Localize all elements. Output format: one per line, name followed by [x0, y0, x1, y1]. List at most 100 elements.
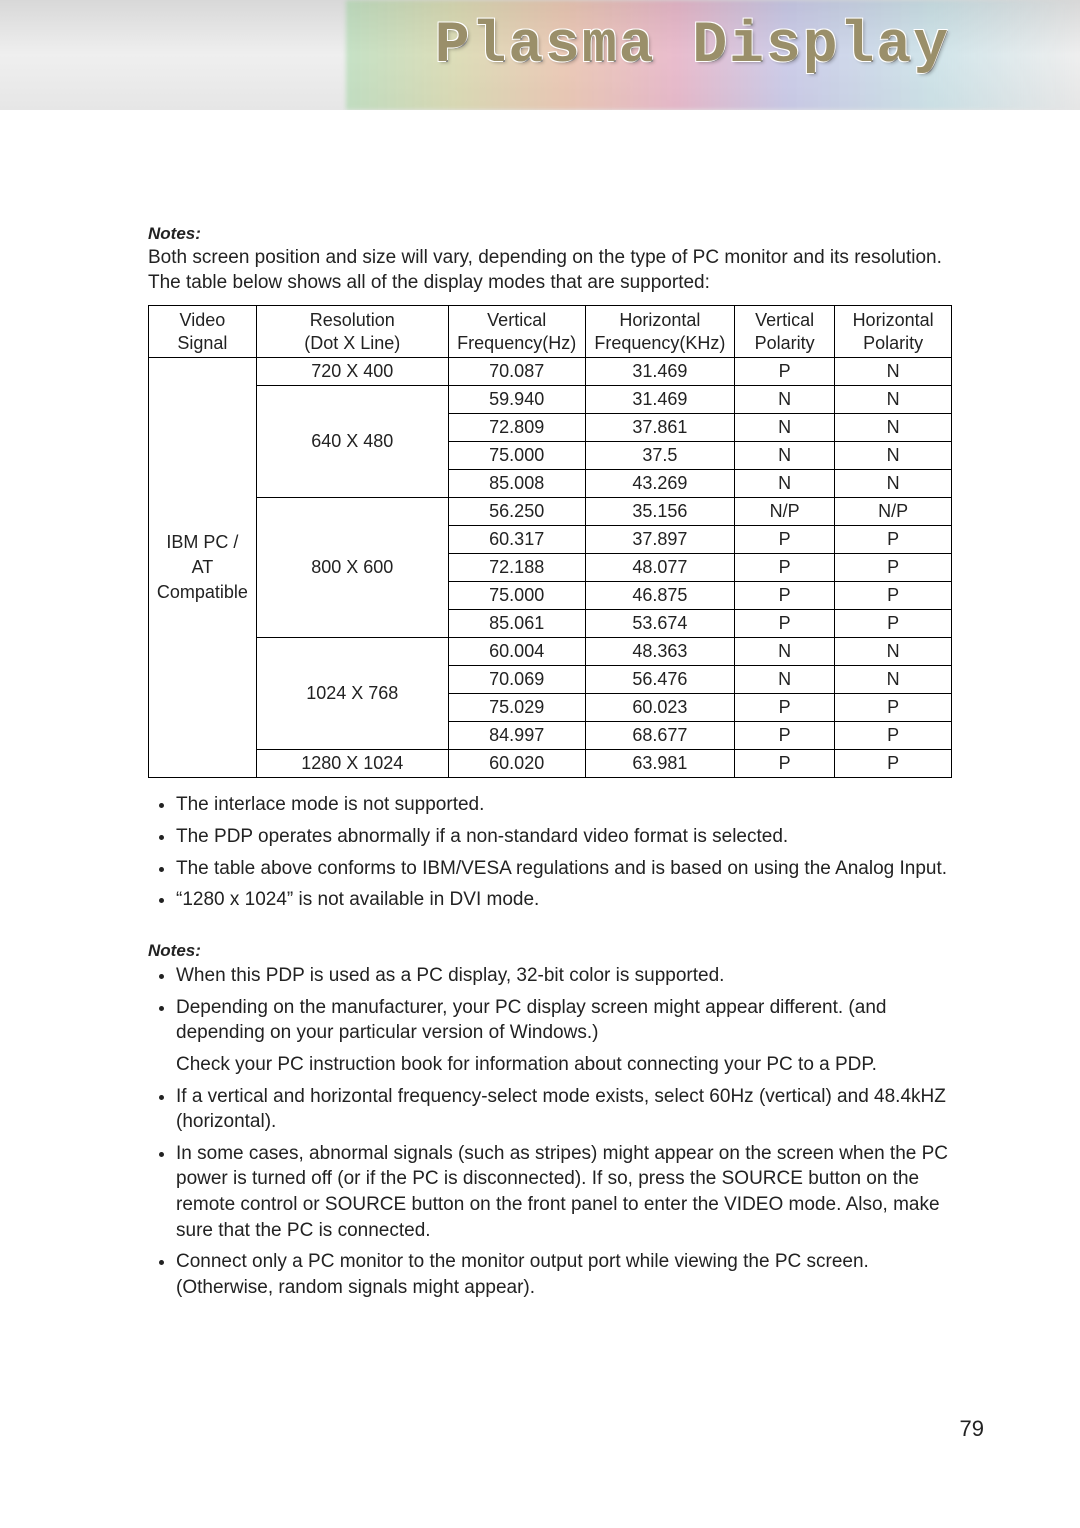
table-header-row: Video Signal Resolution(Dot X Line) Vert… [149, 306, 952, 358]
data-cell: 85.008 [448, 470, 585, 498]
data-cell: N [835, 666, 952, 694]
table-row: 640 X 48059.94031.469NN [149, 386, 952, 414]
data-cell: 60.004 [448, 638, 585, 666]
intro-line-2: The table below shows all of the display… [148, 272, 710, 293]
col-video-signal: Video Signal [149, 306, 257, 358]
video-signal-cell: IBM PC / AT Compatible [149, 358, 257, 778]
resolution-cell: 720 X 400 [256, 358, 448, 386]
data-cell: P [835, 526, 952, 554]
data-cell: P [735, 722, 835, 750]
data-cell: 75.029 [448, 694, 585, 722]
table-row: IBM PC / ATCompatible720 X 40070.08731.4… [149, 358, 952, 386]
data-cell: N [735, 442, 835, 470]
data-cell: P [735, 358, 835, 386]
data-cell: 48.077 [585, 554, 734, 582]
data-cell: 72.188 [448, 554, 585, 582]
data-cell: 70.087 [448, 358, 585, 386]
col-horizontal-polarity: HorizontalPolarity [835, 306, 952, 358]
intro-text: Both screen position and size will vary,… [148, 246, 952, 295]
resolution-cell: 640 X 480 [256, 386, 448, 498]
notes-label-1: Notes: [148, 224, 952, 244]
data-cell: N [835, 470, 952, 498]
bullet-text: Depending on the manufacturer, your PC d… [176, 997, 886, 1044]
data-cell: 37.5 [585, 442, 734, 470]
intro-line-1: Both screen position and size will vary,… [148, 247, 942, 268]
table-row: 1280 X 102460.02063.981PP [149, 750, 952, 778]
video-signal-line1: IBM PC / AT [166, 532, 238, 577]
data-cell: 60.020 [448, 750, 585, 778]
data-cell: N [835, 414, 952, 442]
display-modes-table: Video Signal Resolution(Dot X Line) Vert… [148, 305, 952, 778]
col-vertical-freq: VerticalFrequency(Hz) [448, 306, 585, 358]
banner: Plasma Display [0, 0, 1080, 110]
data-cell: 70.069 [448, 666, 585, 694]
data-cell: 68.677 [585, 722, 734, 750]
data-cell: 75.000 [448, 442, 585, 470]
bullet-item: In some cases, abnormal signals (such as… [176, 1141, 952, 1244]
data-cell: 35.156 [585, 498, 734, 526]
data-cell: P [835, 694, 952, 722]
data-cell: 48.363 [585, 638, 734, 666]
data-cell: P [835, 554, 952, 582]
data-cell: 43.269 [585, 470, 734, 498]
page-number: 79 [960, 1416, 984, 1442]
col-resolution: Resolution(Dot X Line) [256, 306, 448, 358]
data-cell: N/P [735, 498, 835, 526]
data-cell: N/P [835, 498, 952, 526]
data-cell: P [835, 750, 952, 778]
notes-label-2: Notes: [148, 941, 952, 961]
bullet-item: Depending on the manufacturer, your PC d… [176, 995, 952, 1078]
data-cell: N [835, 638, 952, 666]
data-cell: 56.250 [448, 498, 585, 526]
data-cell: 53.674 [585, 610, 734, 638]
data-cell: P [835, 582, 952, 610]
data-cell: N [835, 386, 952, 414]
bullet-item: Connect only a PC monitor to the monitor… [176, 1249, 952, 1300]
data-cell: 37.897 [585, 526, 734, 554]
data-cell: N [735, 666, 835, 694]
data-cell: P [735, 582, 835, 610]
data-cell: 46.875 [585, 582, 734, 610]
bullet-item: The interlace mode is not supported. [176, 792, 952, 818]
data-cell: P [735, 526, 835, 554]
data-cell: 85.061 [448, 610, 585, 638]
page: Plasma Display Notes: Both screen positi… [0, 0, 1080, 1528]
data-cell: P [735, 554, 835, 582]
data-cell: N [735, 386, 835, 414]
data-cell: P [735, 610, 835, 638]
table-row: 1024 X 76860.00448.363NN [149, 638, 952, 666]
bullet-item: “1280 x 1024” is not available in DVI mo… [176, 887, 952, 913]
data-cell: 60.023 [585, 694, 734, 722]
data-cell: 84.997 [448, 722, 585, 750]
data-cell: N [835, 358, 952, 386]
data-cell: 31.469 [585, 386, 734, 414]
bullet-item: The table above conforms to IBM/VESA reg… [176, 856, 952, 882]
data-cell: P [735, 750, 835, 778]
data-cell: N [735, 638, 835, 666]
bullets-block-1: The interlace mode is not supported. The… [148, 792, 952, 913]
data-cell: N [735, 414, 835, 442]
col-horizontal-freq: HorizontalFrequency(KHz) [585, 306, 734, 358]
bullet-text: Check your PC instruction book for infor… [176, 1054, 877, 1075]
data-cell: 60.317 [448, 526, 585, 554]
data-cell: N [835, 442, 952, 470]
data-cell: 31.469 [585, 358, 734, 386]
resolution-cell: 800 X 600 [256, 498, 448, 638]
bullets-block-2: When this PDP is used as a PC display, 3… [148, 963, 952, 1301]
table-row: 800 X 60056.25035.156N/PN/P [149, 498, 952, 526]
data-cell: 72.809 [448, 414, 585, 442]
banner-title: Plasma Display [435, 14, 950, 79]
data-cell: P [735, 694, 835, 722]
data-cell: 63.981 [585, 750, 734, 778]
data-cell: 56.476 [585, 666, 734, 694]
bullet-item: If a vertical and horizontal frequency-s… [176, 1084, 952, 1135]
resolution-cell: 1024 X 768 [256, 638, 448, 750]
video-signal-line2: Compatible [157, 582, 248, 602]
data-cell: P [835, 610, 952, 638]
data-cell: 59.940 [448, 386, 585, 414]
content-area: Notes: Both screen position and size wil… [148, 224, 952, 1329]
data-cell: 37.861 [585, 414, 734, 442]
data-cell: 75.000 [448, 582, 585, 610]
col-vertical-polarity: VerticalPolarity [735, 306, 835, 358]
bullet-item: When this PDP is used as a PC display, 3… [176, 963, 952, 989]
